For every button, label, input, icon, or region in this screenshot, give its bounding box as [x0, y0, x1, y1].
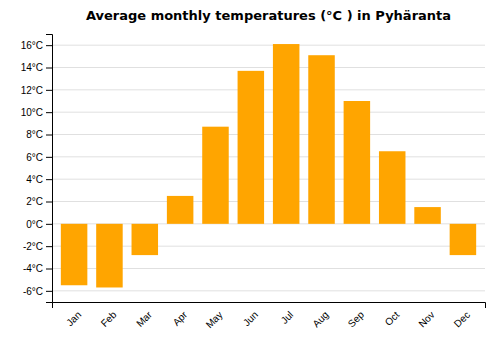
x-tick-label: Oct: [383, 309, 402, 328]
y-tick-mark: [46, 202, 52, 203]
x-tick: Sep: [346, 309, 367, 330]
y-tick-mark: [46, 291, 52, 292]
x-tick: Jan: [64, 309, 83, 328]
y-tick-mark: [46, 246, 52, 247]
y-tick: 6°C: [26, 152, 52, 163]
x-tick-label: Nov: [416, 309, 436, 329]
y-tick-mark: [46, 68, 52, 69]
y-tick-label: 2°C: [26, 196, 43, 207]
chart: -6°C -4°C -2°C 0°C 2°C 4°C 6°C 8°C 10°C 12°C 14°C 1…: [0, 0, 500, 350]
plot: -6°C -4°C -2°C 0°C 2°C 4°C 6°C 8°C 10°C 12°C 14°C 1…: [21, 35, 486, 331]
y-tick-label: 8°C: [26, 129, 43, 140]
grid-line: [52, 67, 485, 68]
x-tick: Nov: [416, 309, 436, 329]
y-tick: 14°C: [21, 62, 52, 73]
bar: [344, 101, 371, 224]
x-tick-label: Feb: [99, 309, 119, 329]
y-tick-mark: [46, 135, 52, 136]
bar: [238, 71, 265, 224]
x-tick: Dec: [452, 309, 472, 329]
bar: [379, 151, 406, 224]
x-tick: Jun: [241, 309, 260, 328]
x-tick: Jul: [279, 309, 296, 326]
x-tick-label: Mar: [134, 309, 154, 329]
y-tick-label: 16°C: [21, 40, 43, 51]
bar: [202, 127, 229, 224]
y-tick: 8°C: [26, 129, 52, 140]
x-tick-label: Aug: [310, 309, 330, 329]
grid-line: [52, 112, 485, 113]
y-tick: 0°C: [26, 219, 52, 230]
bar: [132, 224, 159, 255]
y-tick-label: 10°C: [21, 107, 43, 118]
y-tick-mark: [46, 90, 52, 91]
x-tick: Apr: [171, 309, 190, 328]
x-tick: Oct: [383, 309, 402, 328]
x-tick-label: Sep: [346, 309, 367, 330]
title: Average monthly temperatures (°C ) in Py…: [86, 8, 451, 23]
grid-line: [52, 134, 485, 135]
y-tick-mark: [46, 157, 52, 158]
y-tick: -2°C: [23, 241, 52, 252]
y-tick-label: 12°C: [21, 85, 43, 96]
x-tick-label: Jun: [241, 309, 260, 328]
y-tick-mark: [46, 179, 52, 180]
x-tick: May: [204, 309, 225, 330]
x-tick-label: Jan: [64, 309, 83, 328]
grid-line: [52, 156, 485, 157]
grid: [52, 45, 485, 291]
x-tick-label: Dec: [452, 309, 472, 329]
grid-line: [52, 290, 485, 291]
x-axis-line: [53, 303, 486, 309]
y-tick: 12°C: [21, 85, 52, 96]
y-tick: 16°C: [21, 40, 52, 51]
y-axis-line: [46, 35, 53, 303]
y-tick-mark: [46, 45, 52, 46]
y-tick-label: -4°C: [23, 263, 43, 274]
bar: [167, 196, 194, 224]
y-tick-label: 14°C: [21, 62, 43, 73]
bar: [450, 224, 477, 255]
grid-line: [52, 89, 485, 90]
y-tick: -6°C: [23, 286, 52, 297]
bar: [308, 55, 335, 224]
y-tick-label: -2°C: [23, 241, 43, 252]
y-tick: -4°C: [23, 263, 52, 274]
y-tick-mark: [46, 269, 52, 270]
bars: [61, 44, 476, 287]
x-tick-label: Jul: [279, 309, 296, 326]
y-tick: 4°C: [26, 174, 52, 185]
x-tick: Aug: [310, 309, 330, 329]
grid-line: [52, 201, 485, 202]
y-tick: 2°C: [26, 196, 52, 207]
grid-line: [52, 179, 485, 180]
y-tick-label: 6°C: [26, 152, 43, 163]
y-tick: 10°C: [21, 107, 52, 118]
grid-line: [52, 45, 485, 46]
x-tick-label: May: [204, 309, 225, 330]
x-axis: Jan Feb Mar Apr May Jun Jul Aug Sep Oct Nov Dec: [53, 303, 486, 331]
bar: [61, 224, 88, 285]
y-tick-label: 4°C: [26, 174, 43, 185]
x-tick: Mar: [134, 309, 154, 329]
bar: [414, 207, 441, 224]
y-axis: -6°C -4°C -2°C 0°C 2°C 4°C 6°C 8°C 10°C 12°C 14°C 1…: [21, 35, 53, 303]
y-tick-label: 0°C: [26, 219, 43, 230]
y-tick-mark: [46, 224, 52, 225]
x-tick: Feb: [99, 309, 119, 329]
bar: [273, 44, 300, 224]
y-tick-mark: [46, 112, 52, 113]
bar: [96, 224, 123, 288]
x-tick-label: Apr: [171, 309, 190, 328]
y-tick-label: -6°C: [23, 286, 43, 297]
